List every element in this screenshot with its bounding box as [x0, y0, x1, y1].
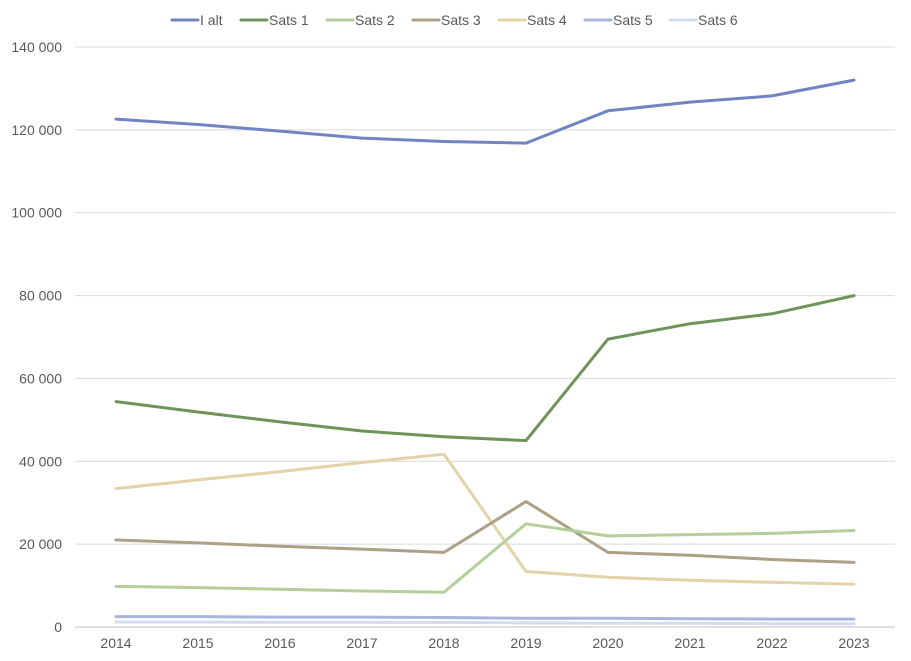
- series-line-sats-3: [114, 500, 856, 564]
- series-line-sats-5: [114, 615, 856, 621]
- y-tick-label: 80 000: [19, 288, 62, 304]
- y-tick-label: 140 000: [11, 39, 62, 55]
- legend-label: Sats 1: [269, 12, 309, 28]
- series-line-sats-4: [114, 452, 856, 586]
- x-tick-label: 2016: [264, 635, 295, 651]
- x-tick-label: 2022: [756, 635, 787, 651]
- x-tick-label: 2017: [346, 635, 377, 651]
- legend-item: Sats 3: [411, 12, 481, 28]
- legend-label: Sats 6: [698, 12, 738, 28]
- x-tick-label: 2019: [510, 635, 541, 651]
- y-tick-label: 0: [54, 619, 62, 635]
- legend-label: I alt: [200, 12, 223, 28]
- x-tick-label: 2018: [428, 635, 459, 651]
- legend-label: Sats 2: [355, 12, 395, 28]
- legend-item: Sats 6: [668, 12, 738, 28]
- gridlines: [75, 46, 895, 545]
- legend-item: Sats 5: [583, 12, 653, 28]
- legend-item: I alt: [170, 12, 223, 28]
- legend-item: Sats 2: [325, 12, 395, 28]
- y-tick-label: 120 000: [11, 122, 62, 138]
- series-lines: [114, 78, 856, 626]
- series-line-i-alt: [114, 78, 856, 145]
- series-line-sats-6: [114, 620, 856, 626]
- legend-item: Sats 1: [239, 12, 309, 28]
- x-axis-ticks: 2014 2015 2016 2017 2018 2019 2020 2021 2022 2023: [100, 635, 869, 651]
- legend-item: Sats 4: [497, 12, 567, 28]
- y-tick-label: 100 000: [11, 205, 62, 221]
- x-tick-label: 2021: [674, 635, 705, 651]
- legend-label: Sats 4: [527, 12, 567, 28]
- series-line-sats-1: [114, 294, 856, 443]
- legend-label: Sats 5: [613, 12, 653, 28]
- y-tick-label: 20 000: [19, 536, 62, 552]
- y-tick-label: 60 000: [19, 370, 62, 386]
- y-tick-label: 40 000: [19, 453, 62, 469]
- x-tick-label: 2020: [592, 635, 623, 651]
- series-line-sats-2: [114, 522, 856, 594]
- legend: I alt Sats 1 Sats 2 Sats 3 Sats 4 Sats 5 Sats …: [170, 12, 738, 28]
- x-tick-label: 2015: [182, 635, 213, 651]
- y-axis-ticks: 0 20 000 40 000 60 000 80 000 100 000 120 000 1…: [11, 39, 62, 635]
- x-tick-label: 2023: [838, 635, 869, 651]
- legend-label: Sats 3: [441, 12, 481, 28]
- x-tick-label: 2014: [100, 635, 131, 651]
